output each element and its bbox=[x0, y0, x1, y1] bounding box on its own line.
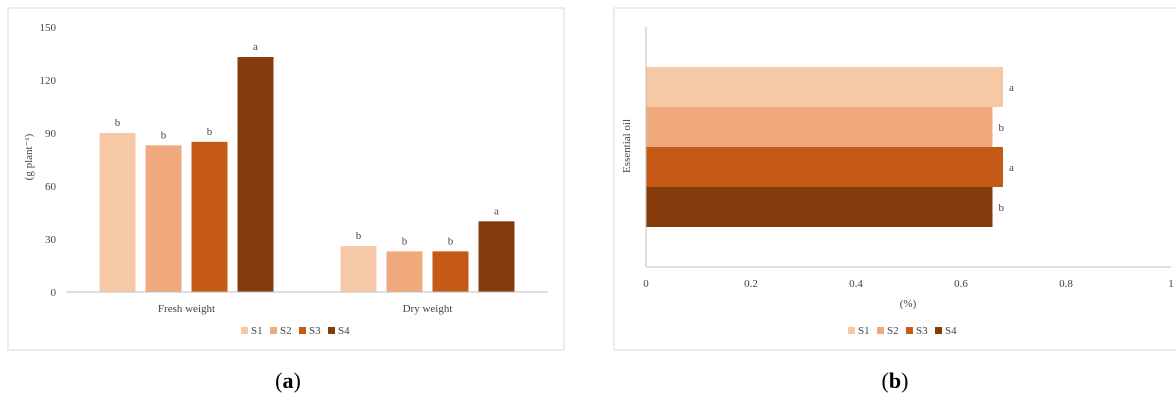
chart-b-legend-swatch bbox=[848, 327, 855, 334]
chart-b-legend-label: S1 bbox=[858, 325, 870, 337]
chart-b-legend-label: S3 bbox=[916, 325, 928, 337]
chart-a-bar-letter: b bbox=[161, 129, 167, 141]
caption-b-open: ( bbox=[882, 368, 889, 393]
chart-b-x-axis: 0 0.2 0.4 0.6 0.8 1 bbox=[643, 27, 1174, 290]
chart-b-x-tick-label: 0.8 bbox=[1059, 278, 1073, 290]
chart-b-legend: S1 S2 S3 S4 bbox=[848, 325, 957, 337]
chart-a-y-tick-label: 30 bbox=[45, 234, 57, 246]
caption-a-close: ) bbox=[294, 368, 301, 393]
chart-b-x-tick-label: 0 bbox=[643, 278, 649, 290]
chart-a-y-axis-title: (g plant⁻¹) bbox=[23, 133, 35, 180]
chart-b-x-tick-label: 1 bbox=[1168, 278, 1174, 290]
chart-a-bar bbox=[478, 221, 515, 292]
chart-b-bar bbox=[646, 107, 993, 147]
chart-a-bar-letter: b bbox=[115, 117, 121, 129]
chart-a-x-tick-label: Fresh weight bbox=[158, 303, 215, 315]
chart-a-bar bbox=[340, 246, 377, 292]
chart-a-bar bbox=[145, 145, 182, 292]
chart-b-x-axis-title: (%) bbox=[900, 298, 917, 310]
chart-a-y-tick-label: 90 bbox=[45, 128, 57, 140]
chart-a: 0 30 60 90 120 150 b b b a b b b a Fresh weight Dry w… bbox=[7, 7, 565, 351]
chart-b-x-tick-label: 0.4 bbox=[849, 278, 863, 290]
chart-b-legend-swatch bbox=[906, 327, 913, 334]
chart-a-legend-label: S1 bbox=[251, 325, 263, 337]
chart-a-legend-swatch bbox=[328, 327, 335, 334]
chart-b-bars: a b a b bbox=[646, 67, 1014, 227]
chart-b-bar-letter: a bbox=[1009, 162, 1014, 174]
chart-a-bar-letter: b bbox=[448, 235, 454, 247]
chart-b-bar-letter: b bbox=[999, 122, 1005, 134]
chart-b-bar bbox=[646, 187, 993, 227]
chart-a-legend-label: S3 bbox=[309, 325, 321, 337]
chart-a-x-tick-label: Dry weight bbox=[403, 303, 453, 315]
chart-a-y-tick-label: 120 bbox=[40, 75, 57, 87]
chart-a-bar bbox=[386, 251, 423, 292]
chart-a-bar bbox=[432, 251, 469, 292]
chart-a-bar bbox=[99, 133, 136, 292]
chart-a-bar-letter: b bbox=[402, 235, 408, 247]
chart-b-x-tick-label: 0.6 bbox=[954, 278, 968, 290]
chart-a-bars: b b b a b b b a bbox=[99, 41, 515, 293]
chart-b-bar-letter: b bbox=[999, 202, 1005, 214]
chart-a-x-axis: Fresh weight Dry weight bbox=[66, 291, 548, 315]
caption-a-open: ( bbox=[275, 368, 282, 393]
chart-b-legend-label: S2 bbox=[887, 325, 899, 337]
chart-a-bar-letter: b bbox=[356, 230, 362, 242]
chart-b-bar-letter: a bbox=[1009, 82, 1014, 94]
chart-a-legend-swatch bbox=[241, 327, 248, 334]
chart-b-x-tick-label: 0.2 bbox=[744, 278, 758, 290]
caption-b: (b) bbox=[882, 368, 909, 393]
caption-a-letter: a bbox=[283, 368, 294, 393]
chart-a-bar-letter: a bbox=[494, 205, 499, 217]
chart-b-y-axis-title: Essential oil bbox=[621, 119, 633, 173]
chart-b: a b a b 0 0.2 0.4 0.6 0.8 1 (%) Essential oil S1… bbox=[613, 7, 1176, 351]
caption-a: (a) bbox=[275, 368, 301, 393]
chart-a-frame bbox=[7, 7, 565, 351]
chart-a-bar-letter: b bbox=[207, 126, 213, 138]
chart-a-bar bbox=[191, 141, 228, 292]
chart-a-bar bbox=[237, 57, 274, 293]
chart-a-legend-label: S4 bbox=[338, 325, 350, 337]
chart-a-legend-swatch bbox=[270, 327, 277, 334]
chart-a-legend-swatch bbox=[299, 327, 306, 334]
chart-a-bar-letter: a bbox=[253, 41, 258, 53]
chart-a-y-tick-label: 150 bbox=[40, 22, 57, 34]
chart-a-legend: S1 S2 S3 S4 bbox=[241, 325, 350, 337]
chart-a-y-tick-label: 60 bbox=[45, 181, 57, 193]
chart-a-legend-label: S2 bbox=[280, 325, 292, 337]
caption-b-close: ) bbox=[901, 368, 908, 393]
chart-a-y-axis: 0 30 60 90 120 150 bbox=[40, 22, 57, 299]
chart-a-y-tick-label: 0 bbox=[51, 287, 57, 299]
chart-b-legend-swatch bbox=[935, 327, 942, 334]
chart-b-legend-label: S4 bbox=[945, 325, 957, 337]
chart-b-bar bbox=[646, 67, 1003, 107]
caption-b-letter: b bbox=[889, 368, 901, 393]
chart-b-legend-swatch bbox=[877, 327, 884, 334]
chart-b-bar bbox=[646, 147, 1003, 187]
